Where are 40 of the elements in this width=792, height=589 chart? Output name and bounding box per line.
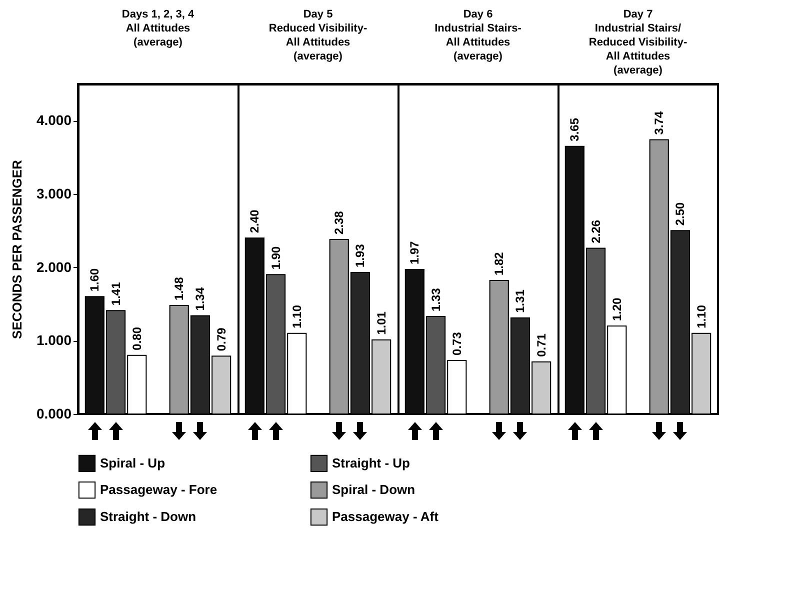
y-tick-label: 0.000 [36, 406, 72, 422]
x-tick-label: Day 7 Industrial Stairs/ Reduced Visibility- All Attitudes (average) [588, 8, 688, 76]
y-tick-label: 2.000 [36, 258, 72, 275]
legend-label: Spiral - Down [332, 482, 416, 497]
legend-label: Straight - Down [100, 509, 196, 524]
data-label: 1.82 [492, 252, 506, 276]
data-label: 1.90 [268, 246, 283, 270]
data-label: 0.73 [450, 332, 464, 356]
data-label: 0.71 [534, 333, 548, 357]
data-label: 2.38 [332, 210, 346, 234]
data-label: 2.50 [673, 202, 688, 226]
data-label: 1.48 [172, 276, 186, 300]
y-tick-label: 3.000 [36, 186, 72, 202]
data-label: 1.10 [694, 304, 708, 328]
data-label: 1.31 [513, 289, 528, 313]
data-label: 1.33 [428, 288, 443, 312]
legend-label: Spiral - Up [100, 455, 166, 470]
data-label: 0.80 [130, 326, 144, 350]
data-label: 1.60 [88, 268, 102, 292]
x-tick-label: Day 6 Industrial Stairs- All Attitudes (average) [434, 8, 522, 62]
data-label: 3.65 [568, 118, 582, 142]
legend-label: Straight - Up [332, 455, 410, 470]
legend-label: Passageway - Fore [100, 482, 218, 497]
data-label: 0.79 [214, 327, 228, 352]
data-label: 1.01 [374, 311, 388, 335]
y-tick-label: 1.000 [36, 332, 72, 348]
y-tick-label: 4.000 [36, 112, 72, 128]
data-label: 1.97 [408, 240, 422, 265]
x-tick-label: Days 1, 2, 3, 4 All Attitudes (average) [122, 8, 195, 48]
data-label: 1.93 [353, 244, 368, 268]
x-tick-label: Day 5 Reduced Visibility- All Attitudes (average) [268, 8, 368, 62]
data-label: 3.74 [652, 111, 666, 135]
data-label: 2.40 [248, 209, 262, 233]
data-label: 1.10 [290, 304, 304, 328]
data-label: 1.20 [610, 297, 624, 321]
y-axis-title: SECONDS PER PASSENGER [9, 159, 24, 339]
data-label: 1.41 [108, 282, 123, 306]
data-label: 1.34 [193, 287, 208, 311]
legend-label: Passageway - Aft [332, 509, 440, 524]
data-label: 2.26 [588, 220, 603, 244]
